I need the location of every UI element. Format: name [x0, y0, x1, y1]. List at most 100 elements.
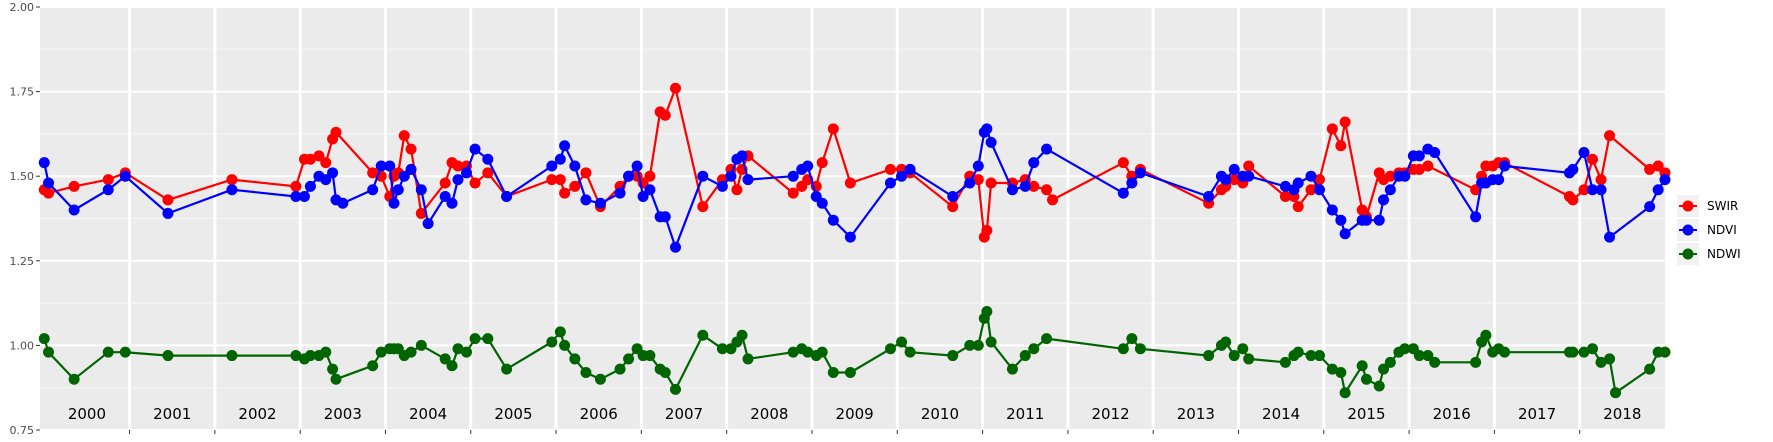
ndvi-point: [631, 160, 643, 172]
swir-point: [1292, 201, 1304, 213]
swir-point: [304, 153, 316, 165]
swir-point: [546, 174, 558, 186]
ndvi-point: [1203, 191, 1215, 203]
ndvi-point: [1314, 184, 1326, 196]
ndvi-point: [569, 160, 581, 172]
ndwi-point: [415, 339, 427, 351]
y-tick-label: 1.25: [10, 255, 35, 268]
x-axis: [129, 430, 1581, 434]
ndwi-point: [697, 329, 709, 341]
year-label: 2007: [665, 405, 703, 423]
ndwi-point: [816, 346, 828, 358]
ndwi-point: [446, 360, 458, 372]
ndwi-point: [327, 363, 339, 375]
ndvi-point: [787, 170, 799, 182]
legend-key-point-ndwi: [1682, 248, 1694, 260]
swir-point: [1243, 160, 1255, 172]
swir-point: [1326, 123, 1338, 135]
ndwi-point: [1203, 350, 1215, 362]
swir-point: [102, 174, 114, 186]
ndvi-point: [972, 160, 984, 172]
ndvi-point: [580, 194, 592, 206]
year-label: 2002: [238, 405, 276, 423]
ndwi-point: [904, 346, 916, 358]
year-label: 2004: [409, 405, 447, 423]
ndvi-point: [439, 191, 451, 203]
ndvi-point: [559, 140, 571, 152]
ndwi-point: [1243, 353, 1255, 365]
swir-point: [1567, 194, 1579, 206]
ndwi-point: [367, 360, 379, 372]
ndwi-point: [1595, 356, 1607, 368]
ndwi-point: [119, 346, 131, 358]
ndvi-point: [501, 191, 513, 203]
legend-key-point-swir: [1682, 200, 1694, 212]
ndvi-point: [1399, 170, 1411, 182]
year-label: 2014: [1262, 405, 1300, 423]
ndwi-point: [1117, 343, 1129, 355]
legend-label-swir: SWIR: [1707, 199, 1738, 213]
ndwi-point: [659, 366, 671, 378]
plot-panel: [40, 6, 1665, 431]
swir-point: [398, 130, 410, 142]
year-label: 2016: [1433, 405, 1471, 423]
ndvi-point: [1413, 150, 1425, 162]
swir-point: [226, 174, 238, 186]
swir-point: [1652, 160, 1664, 172]
swir-point: [697, 201, 709, 213]
ndwi-point: [947, 350, 959, 362]
ndvi-point: [637, 191, 649, 203]
ndvi-point: [1373, 214, 1385, 226]
year-label: 2011: [1006, 405, 1044, 423]
swir-point: [1335, 140, 1347, 152]
y-tick-label: 1.75: [10, 86, 35, 99]
ndvi-point: [452, 174, 464, 186]
ndwi-point: [439, 353, 451, 365]
ndvi-point: [1335, 214, 1347, 226]
ndwi-point: [1586, 343, 1598, 355]
ndwi-point: [501, 363, 513, 375]
ndwi-point: [623, 353, 635, 365]
ndwi-point: [972, 339, 984, 351]
ndvi-point: [327, 167, 339, 179]
ndwi-point: [844, 366, 856, 378]
ndvi-point: [659, 211, 671, 223]
ndwi-point: [614, 363, 626, 375]
ndvi-point: [392, 184, 404, 196]
ndwi-point: [1220, 336, 1232, 348]
ndvi-point: [1134, 167, 1146, 179]
swir-point: [1578, 184, 1590, 196]
ndvi-point: [446, 197, 458, 209]
ndwi-point: [1279, 356, 1291, 368]
ndvi-point: [904, 163, 916, 175]
ndvi-point: [644, 184, 656, 196]
ndvi-point: [1041, 143, 1053, 155]
ndvi-point: [716, 180, 728, 192]
swir-point: [482, 167, 494, 179]
ndvi-point: [1644, 201, 1656, 213]
swir-point: [415, 207, 427, 219]
ndwi-point: [1373, 380, 1385, 392]
ndvi-point: [844, 231, 856, 243]
ndwi-point: [1237, 343, 1249, 355]
ndvi-point: [1228, 163, 1240, 175]
year-labels: 2000 2001 2002 2003 2004 2005 2006 2007 2008 2009…: [68, 405, 1642, 423]
ndwi-point: [1413, 350, 1425, 362]
ndwi-point: [1126, 333, 1138, 345]
swir-point: [569, 180, 581, 192]
y-tick-label: 0.75: [10, 424, 35, 437]
year-label: 2018: [1603, 405, 1641, 423]
ndwi-point: [742, 353, 754, 365]
swir-point: [330, 126, 342, 138]
swir-point: [1422, 160, 1434, 172]
ndwi-point: [644, 350, 656, 362]
swir-point: [884, 163, 896, 175]
ndwi-point: [452, 343, 464, 355]
ndvi-point: [38, 157, 50, 169]
ndvi-point: [985, 136, 997, 148]
ndvi-point: [546, 160, 558, 172]
ndwi-point: [1578, 346, 1590, 358]
ndwi-point: [68, 373, 80, 385]
swir-point: [1339, 116, 1351, 128]
ndwi-point: [1499, 346, 1511, 358]
